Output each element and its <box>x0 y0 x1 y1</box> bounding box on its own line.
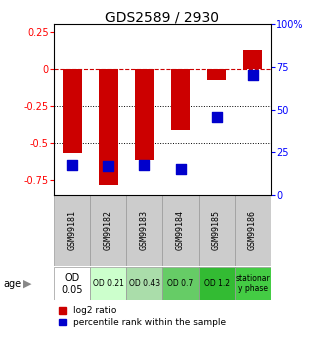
Point <box>178 167 183 172</box>
Bar <box>162 195 198 266</box>
Point <box>250 72 255 77</box>
Text: OD 0.43: OD 0.43 <box>129 279 160 288</box>
Text: GSM99185: GSM99185 <box>212 210 221 250</box>
Bar <box>91 267 127 300</box>
Bar <box>243 50 262 69</box>
Text: GSM99182: GSM99182 <box>104 210 113 250</box>
Bar <box>54 195 91 266</box>
Point <box>142 162 147 168</box>
Bar <box>127 267 162 300</box>
Bar <box>234 195 271 266</box>
Text: OD 0.7: OD 0.7 <box>167 279 194 288</box>
Bar <box>171 69 190 130</box>
Bar <box>91 195 127 266</box>
Text: GSM99186: GSM99186 <box>248 210 257 250</box>
Text: ▶: ▶ <box>23 279 32 289</box>
Text: OD 1.2: OD 1.2 <box>203 279 230 288</box>
Bar <box>54 267 91 300</box>
Text: GSM99183: GSM99183 <box>140 210 149 250</box>
Bar <box>198 195 234 266</box>
Bar <box>207 69 226 80</box>
Text: stationar
y phase: stationar y phase <box>235 274 270 294</box>
Text: GSM99184: GSM99184 <box>176 210 185 250</box>
Point <box>70 162 75 168</box>
Bar <box>135 69 154 160</box>
Title: GDS2589 / 2930: GDS2589 / 2930 <box>105 10 220 24</box>
Bar <box>127 195 162 266</box>
Text: OD 0.21: OD 0.21 <box>93 279 124 288</box>
Bar <box>198 267 234 300</box>
Text: age: age <box>3 279 21 289</box>
Text: GSM99181: GSM99181 <box>68 210 77 250</box>
Point <box>214 115 219 120</box>
Bar <box>162 267 198 300</box>
Text: OD
0.05: OD 0.05 <box>62 273 83 295</box>
Point <box>106 163 111 169</box>
Bar <box>63 69 82 152</box>
Bar <box>99 69 118 185</box>
Legend: log2 ratio, percentile rank within the sample: log2 ratio, percentile rank within the s… <box>59 306 226 327</box>
Bar <box>234 267 271 300</box>
